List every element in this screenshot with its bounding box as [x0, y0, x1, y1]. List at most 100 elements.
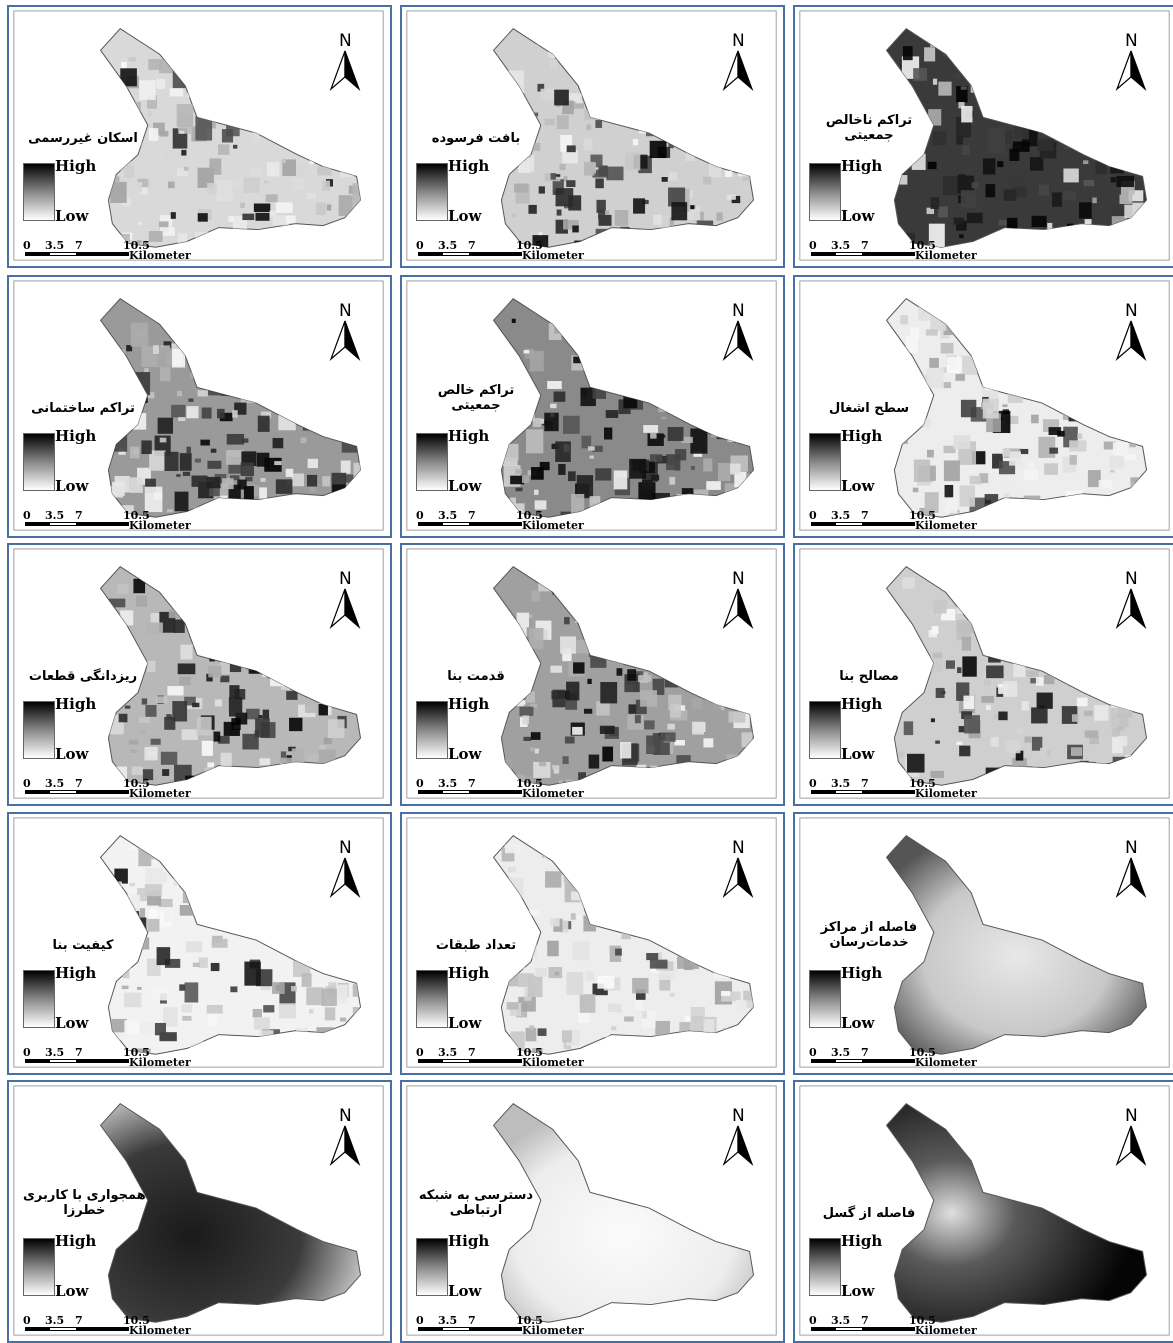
- scale-bar: 0 3.5 7 10.5 Kilometer: [416, 509, 616, 532]
- scale-tick: 10.5: [123, 509, 150, 522]
- north-arrow-icon: [1115, 320, 1147, 361]
- legend-low: Low: [55, 1282, 89, 1300]
- map-title: کیفیت بنا: [52, 938, 114, 953]
- map-panel: تعداد طبقات High Low 0 3.5 7 10.5 Kilometer N: [400, 812, 785, 1075]
- north-arrow-icon: [329, 857, 361, 898]
- scale-tick: 7: [468, 1046, 476, 1059]
- map-panel: اسکان غیررسمی High Low 0 3.5 7 10.5 Kilometer N: [7, 5, 392, 268]
- city-outline: [885, 1103, 1148, 1323]
- legend-high: High: [448, 157, 490, 175]
- scale-tick: 10.5: [123, 1314, 150, 1327]
- scale-bar: 0 3.5 7 10.5 Kilometer: [809, 777, 1009, 800]
- scale-tick: 10.5: [123, 777, 150, 790]
- north-arrow: N: [720, 31, 760, 95]
- city-map: [13, 548, 384, 799]
- map-panel: دسترسی به شبکه ارتباطی High Low 0 3.5 7 10.5 Ki…: [400, 1080, 785, 1343]
- north-label: N: [339, 301, 352, 321]
- north-arrow: N: [327, 301, 367, 365]
- scale-unit: Kilometer: [915, 249, 977, 262]
- scale-tick: 0: [416, 1046, 424, 1059]
- scale-tick: 3.5: [831, 1046, 851, 1059]
- north-arrow: N: [1113, 838, 1153, 902]
- scale-tick: 10.5: [909, 239, 936, 252]
- north-arrow: N: [327, 569, 367, 633]
- scale-unit: Kilometer: [915, 1324, 977, 1337]
- scale-tick: 3.5: [831, 1314, 851, 1327]
- map-panel: همجواری با کاربری خطرزا High Low 0 3.5 7 10.5 K…: [7, 1080, 392, 1343]
- legend-low: Low: [55, 745, 89, 763]
- city-outline: [492, 1103, 755, 1323]
- north-arrow-icon: [722, 588, 754, 629]
- north-label: N: [339, 1106, 352, 1126]
- scale-tick: 10.5: [909, 777, 936, 790]
- scale-tick: 7: [468, 777, 476, 790]
- city-outline: [885, 835, 1148, 1055]
- scale-tick: 7: [75, 777, 83, 790]
- north-arrow: N: [327, 31, 367, 95]
- north-arrow: N: [327, 1106, 367, 1170]
- legend-high: High: [448, 1232, 490, 1250]
- scale-tick: 10.5: [123, 1046, 150, 1059]
- scale-tick: 3.5: [438, 1314, 458, 1327]
- scale-tick: 7: [861, 777, 869, 790]
- scale-tick: 0: [23, 239, 31, 252]
- legend-high: High: [55, 1232, 97, 1250]
- north-label: N: [339, 569, 352, 589]
- scale-bar: 0 3.5 7 10.5 Kilometer: [416, 1046, 616, 1069]
- north-arrow-icon: [722, 320, 754, 361]
- north-arrow-icon: [329, 320, 361, 361]
- scale-tick: 0: [23, 1314, 31, 1327]
- north-arrow-icon: [1115, 1125, 1147, 1166]
- north-arrow-icon: [1115, 588, 1147, 629]
- legend-low: Low: [841, 207, 875, 225]
- north-arrow: N: [720, 838, 760, 902]
- north-arrow-icon: [329, 588, 361, 629]
- legend-low: Low: [448, 1014, 482, 1032]
- scale-tick: 3.5: [831, 777, 851, 790]
- map-panel: سطح اشغال High Low 0 3.5 7 10.5 Kilometer N: [793, 275, 1173, 538]
- map-panel: قدمت بنا High Low 0 3.5 7 10.5 Kilometer N: [400, 543, 785, 806]
- legend: High Low: [809, 964, 899, 1040]
- map-panel: مصالح بنا High Low 0 3.5 7 10.5 Kilometer N: [793, 543, 1173, 806]
- north-arrow: N: [1113, 569, 1153, 633]
- scale-bar: 0 3.5 7 10.5 Kilometer: [23, 777, 223, 800]
- scale-tick: 3.5: [45, 1314, 65, 1327]
- legend: High Low: [23, 964, 113, 1040]
- legend-high: High: [841, 1232, 883, 1250]
- scale-unit: Kilometer: [129, 787, 191, 800]
- map-panel: تراکم ناخالص جمعیتی High Low 0 3.5 7 10.5 Kilom…: [793, 5, 1173, 268]
- legend-low: Low: [448, 477, 482, 495]
- legend-high: High: [841, 695, 883, 713]
- legend-high: High: [55, 695, 97, 713]
- north-arrow-icon: [1115, 50, 1147, 91]
- city-map: [406, 10, 777, 261]
- legend-ramp: [23, 701, 55, 759]
- north-label: N: [1125, 1106, 1138, 1126]
- city-outline: [492, 835, 755, 1055]
- scale-tick: 0: [416, 1314, 424, 1327]
- legend-ramp: [809, 970, 841, 1028]
- scale-tick: 10.5: [516, 1046, 543, 1059]
- legend-ramp: [416, 970, 448, 1028]
- legend: High Low: [416, 1232, 506, 1308]
- legend: High Low: [809, 695, 899, 771]
- legend: High Low: [23, 157, 113, 233]
- scale-unit: Kilometer: [915, 1056, 977, 1069]
- north-arrow: N: [1113, 1106, 1153, 1170]
- city-map: [406, 548, 777, 799]
- map-title: قدمت بنا: [447, 669, 505, 684]
- city-map: [13, 817, 384, 1068]
- north-arrow: N: [1113, 31, 1153, 95]
- map-title: مصالح بنا: [839, 669, 899, 684]
- map-title: سطح اشغال: [828, 401, 910, 416]
- north-label: N: [732, 31, 745, 51]
- legend-low: Low: [841, 745, 875, 763]
- scale-unit: Kilometer: [522, 519, 584, 532]
- scale-tick: 3.5: [438, 509, 458, 522]
- scale-bar: 0 3.5 7 10.5 Kilometer: [809, 1046, 1009, 1069]
- legend-ramp: [809, 1238, 841, 1296]
- scale-bar: 0 3.5 7 10.5 Kilometer: [809, 239, 1009, 262]
- north-arrow: N: [327, 838, 367, 902]
- scale-tick: 7: [468, 1314, 476, 1327]
